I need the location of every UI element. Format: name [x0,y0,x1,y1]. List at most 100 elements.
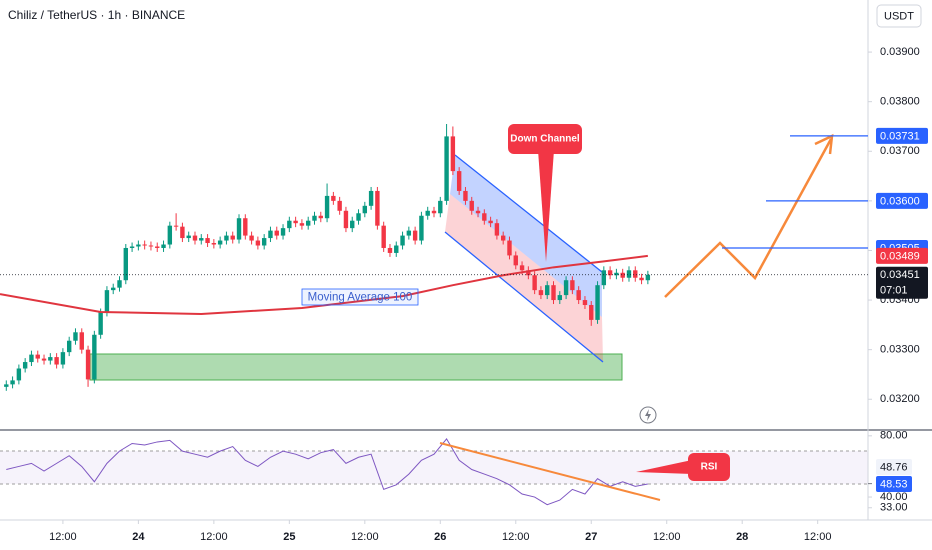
candle-body [563,280,569,296]
candle-body [79,332,84,350]
candle-body [331,195,336,201]
candle-body [500,235,506,241]
candle-body [368,190,374,206]
rsi-band [0,451,868,484]
candle-body [595,285,600,320]
rsi-value-box [876,475,912,492]
candle-body [394,245,399,253]
currency: USDT [884,10,914,22]
currency-button[interactable] [876,4,922,28]
countdown: 07:01 [880,285,908,297]
rsi-trendline [439,442,661,501]
callout-box [688,453,730,481]
candle-body [337,200,342,211]
callout-text: RSI [701,462,718,473]
candle-body [419,215,424,241]
level-label: 0.03600 [880,195,920,207]
candle-body [60,352,66,365]
candle-body [620,272,625,278]
y-tick-label: 0.03200 [880,393,920,405]
y-tick-label: 0.03800 [880,96,920,108]
rsi-signal-box [876,458,912,475]
candle-body [104,290,110,313]
x-tick-label: 12:00 [804,531,832,543]
candle-body [217,240,223,245]
candle-body [582,300,588,306]
candle-body [243,218,248,236]
ma-label: Moving Average 100 [308,292,413,304]
candle-body [211,243,217,245]
candle-body [274,230,279,236]
level-label-box [876,192,928,209]
icon[interactable] [639,406,657,424]
candle-body [343,210,349,229]
moving-average [0,254,648,315]
candle-body [236,218,242,240]
callout-text: Down Channel [510,134,580,145]
candle-body [576,290,581,301]
candle-body [312,215,317,221]
rsi-value-label: 48.53 [880,478,908,490]
candle-body [268,230,273,239]
x-tick-label: 12:00 [653,531,681,543]
y-tick-label: 0.03300 [880,344,920,356]
rsi-signal-label: 48.76 [880,461,908,473]
x-tick-label: 24 [132,531,145,543]
candle-body [66,340,72,353]
candle-body [513,255,518,266]
candle-body [173,225,179,227]
candle-body [633,270,638,278]
channel-upper-fill [450,155,602,317]
candle-body [469,200,474,211]
candle-body [117,280,122,288]
candle-body [645,274,651,281]
candle-body [261,238,267,246]
y-tick-label: 0.03900 [880,46,920,58]
candle-body [4,384,9,387]
x-tick-label: 28 [736,531,748,543]
ma-value-box [876,247,928,264]
candle-body [387,247,393,253]
candle-body [431,210,437,214]
last-price-box [876,266,928,299]
candle-body [601,270,607,286]
candle-body [570,280,575,291]
candle-body [161,244,166,248]
candle-body [626,270,632,278]
y-tick-label: 0.03700 [880,145,920,157]
candle-body [167,225,173,245]
channel-line [454,154,603,273]
candle-body [16,368,22,381]
candle-body [10,380,15,385]
candle-body [129,246,135,248]
candle-body [438,200,443,214]
candle-body [136,244,141,247]
callout-box [508,124,582,154]
candle-body [73,332,78,341]
candle-body [425,210,430,216]
rsi-tick-label: 40.00 [880,491,908,503]
candle-body [639,277,644,281]
candle-body [92,334,97,380]
candle-body [526,270,531,276]
candle-body [475,210,481,214]
candle-body [148,245,154,247]
candle-body [494,223,500,236]
candle-body [186,235,191,239]
x-tick-label: 12:00 [351,531,379,543]
x-tick-label: 12:00 [200,531,228,543]
candle-body [519,265,525,271]
candle-body [192,235,198,241]
chart-title: Chiliz / TetherUS · 1h · BINANCE [8,8,185,22]
candle-body [324,195,330,219]
candle-body [356,213,361,221]
candle-body [41,358,47,361]
icon-bolt [645,409,651,421]
level-label-box [876,127,928,144]
candle-body [155,246,160,248]
support-zone [89,353,623,381]
candle-body [29,354,34,363]
candle-body [255,240,261,246]
rsi-tick-label: 80.00 [880,430,908,442]
